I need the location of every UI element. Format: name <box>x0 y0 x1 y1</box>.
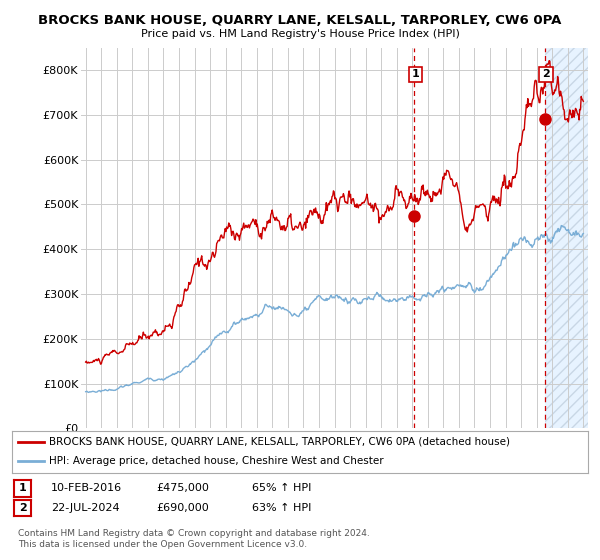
Text: 63% ↑ HPI: 63% ↑ HPI <box>252 503 311 513</box>
Text: £690,000: £690,000 <box>156 503 209 513</box>
Text: £475,000: £475,000 <box>156 483 209 493</box>
Text: HPI: Average price, detached house, Cheshire West and Chester: HPI: Average price, detached house, Ches… <box>49 456 384 466</box>
Text: BROCKS BANK HOUSE, QUARRY LANE, KELSALL, TARPORLEY, CW6 0PA (detached house): BROCKS BANK HOUSE, QUARRY LANE, KELSALL,… <box>49 437 511 447</box>
Text: 2: 2 <box>542 69 550 80</box>
Text: 1: 1 <box>19 483 26 493</box>
Bar <box>545 48 588 428</box>
Text: BROCKS BANK HOUSE, QUARRY LANE, KELSALL, TARPORLEY, CW6 0PA: BROCKS BANK HOUSE, QUARRY LANE, KELSALL,… <box>38 14 562 27</box>
Text: Price paid vs. HM Land Registry's House Price Index (HPI): Price paid vs. HM Land Registry's House … <box>140 29 460 39</box>
Bar <box>545 48 588 428</box>
Text: 2: 2 <box>19 503 26 513</box>
Text: 65% ↑ HPI: 65% ↑ HPI <box>252 483 311 493</box>
Text: 1: 1 <box>412 69 419 80</box>
Text: Contains HM Land Registry data © Crown copyright and database right 2024.
This d: Contains HM Land Registry data © Crown c… <box>18 529 370 549</box>
Text: 22-JUL-2024: 22-JUL-2024 <box>51 503 119 513</box>
Text: 10-FEB-2016: 10-FEB-2016 <box>51 483 122 493</box>
